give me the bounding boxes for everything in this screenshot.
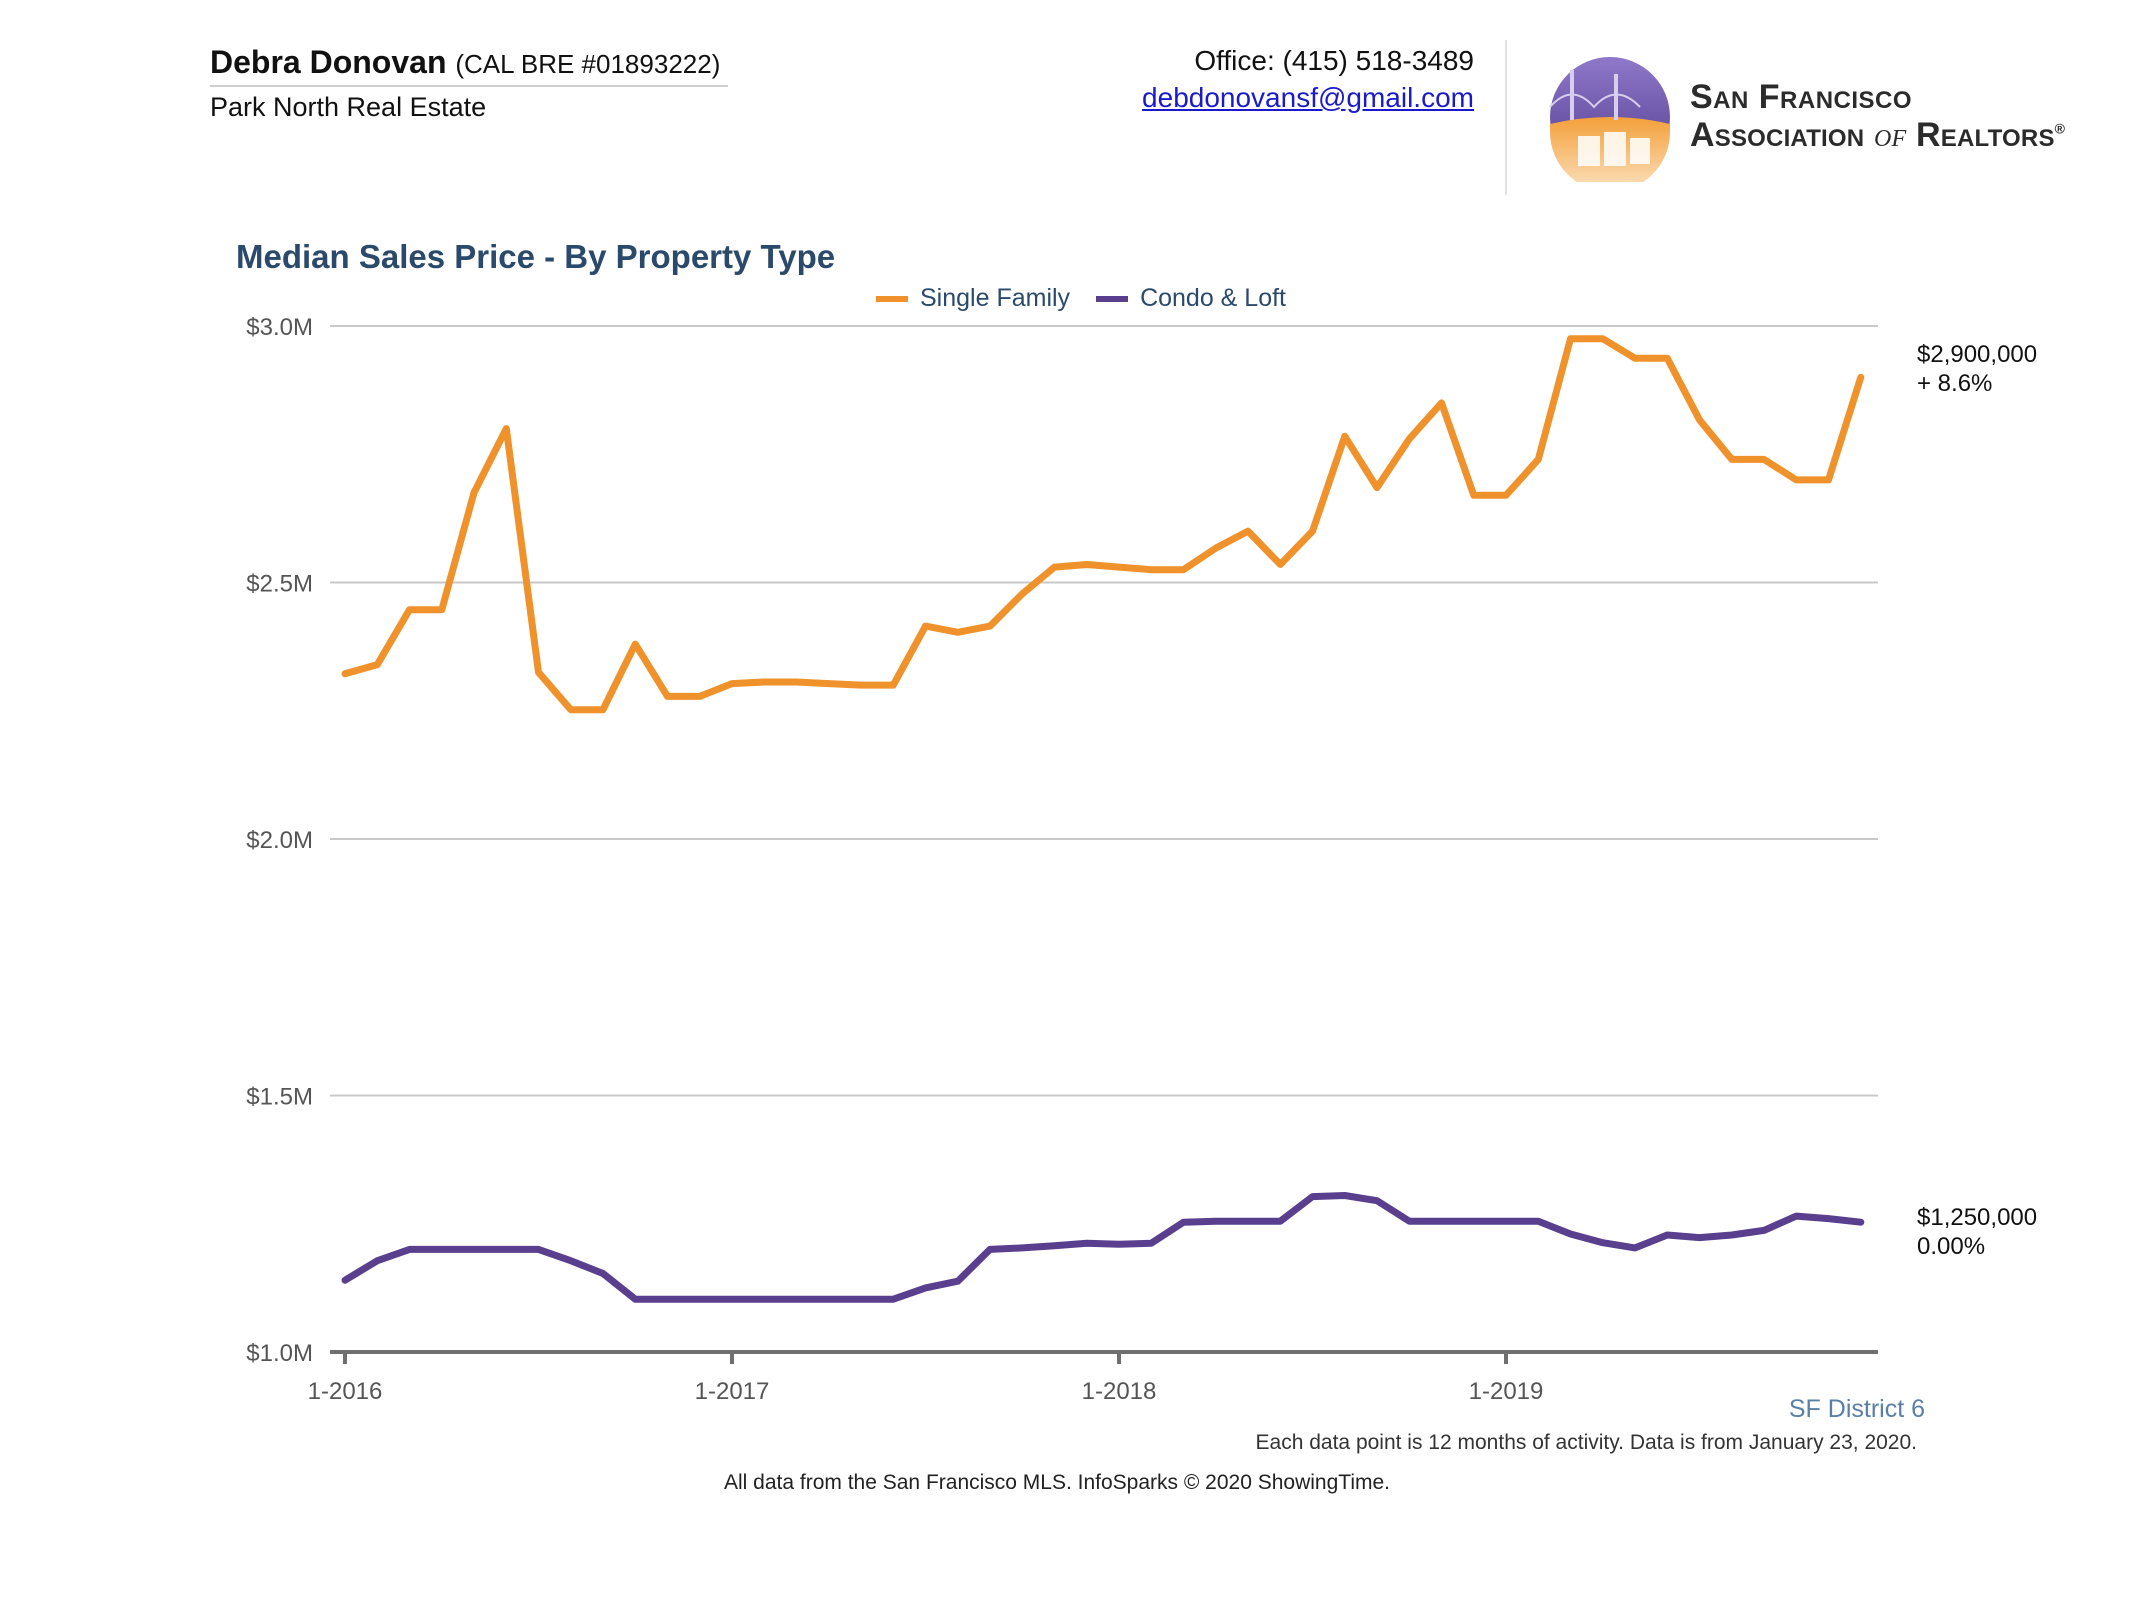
legend-label-single-family: Single Family: [920, 284, 1071, 312]
logo-registered-mark: ®: [2054, 120, 2066, 137]
agent-name: Debra Donovan (CAL BRE #01893222): [210, 44, 720, 81]
end-label-condo-loft: $1,250,000 0.00%: [1917, 1203, 2037, 1261]
end-label-single-family: $2,900,000 + 8.6%: [1917, 340, 2037, 398]
legend-label-condo-loft: Condo & Loft: [1140, 284, 1286, 312]
email-link[interactable]: debdonovansf@gmail.com: [1142, 82, 1474, 113]
end-label-condo-loft-value: $1,250,000: [1917, 1204, 2038, 1231]
data-footnote: Each data point is 12 months of activity…: [1255, 1431, 1917, 1454]
chart-title: Median Sales Price - By Property Type: [236, 238, 836, 275]
end-label-single-family-change: + 8.6%: [1917, 370, 1993, 397]
legend-swatch-condo-loft: [1096, 295, 1129, 302]
legend-item-condo-loft: Condo & Loft: [1096, 284, 1286, 313]
legend-swatch-single-family: [876, 295, 908, 302]
header-divider: [1505, 40, 1507, 195]
x-tick-label: 1-2019: [1469, 1378, 1544, 1405]
x-tick-label: 1-2016: [308, 1378, 383, 1405]
agent-name-text: Debra Donovan: [210, 44, 447, 80]
data-source: All data from the San Francisco MLS. Inf…: [724, 1471, 1391, 1494]
logo-text-line1: San Francisco: [1690, 78, 1913, 116]
end-label-condo-loft-change: 0.00%: [1917, 1233, 1986, 1260]
district-label: SF District 6: [1788, 1395, 1925, 1423]
agent-license: (CAL BRE #01893222): [455, 49, 721, 79]
agent-divider: [210, 85, 728, 87]
y-tick-label: $2.0M: [246, 827, 313, 854]
y-tick-label: $3.0M: [246, 314, 313, 341]
x-tick-label: 1-2017: [695, 1378, 770, 1405]
logo-text-association: Association: [1690, 116, 1865, 154]
series-line-condo-loft: [341, 1192, 1865, 1303]
logo-text-line2: Association of Realtors®: [1690, 116, 2065, 155]
series-line-single-family: [341, 335, 1865, 714]
logo-text-of: of: [1873, 117, 1907, 154]
legend-item-single-family: Single Family: [876, 284, 1070, 313]
end-label-single-family-value: $2,900,000: [1917, 341, 2038, 368]
x-tick-label: 1-2018: [1082, 1378, 1157, 1405]
office-phone: Office: (415) 518-3489: [1194, 45, 1474, 76]
y-tick-label: $2.5M: [246, 571, 313, 598]
agent-company: Park North Real Estate: [210, 92, 487, 122]
logo-text-realtors: Realtors: [1916, 116, 2055, 154]
chart-legend: Single Family Condo & Loft: [876, 284, 1312, 313]
realtors-logo-icon: [1549, 57, 1670, 182]
y-tick-label: $1.5M: [246, 1084, 313, 1111]
y-tick-label: $1.0M: [246, 1340, 313, 1367]
